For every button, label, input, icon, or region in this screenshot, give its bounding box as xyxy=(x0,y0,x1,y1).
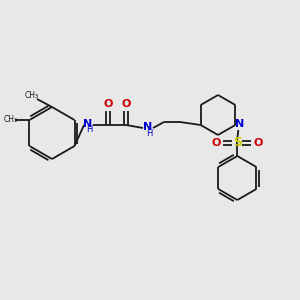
Text: N: N xyxy=(143,122,153,132)
Text: O: O xyxy=(103,99,113,109)
Text: CH₃: CH₃ xyxy=(25,92,39,100)
Text: O: O xyxy=(212,138,221,148)
Text: CH₃: CH₃ xyxy=(3,116,17,124)
Text: H: H xyxy=(146,130,152,139)
Text: S: S xyxy=(233,136,242,149)
Text: O: O xyxy=(254,138,263,148)
Text: N: N xyxy=(235,119,244,129)
Text: N: N xyxy=(83,119,93,129)
Text: H: H xyxy=(86,125,92,134)
Text: O: O xyxy=(121,99,131,109)
